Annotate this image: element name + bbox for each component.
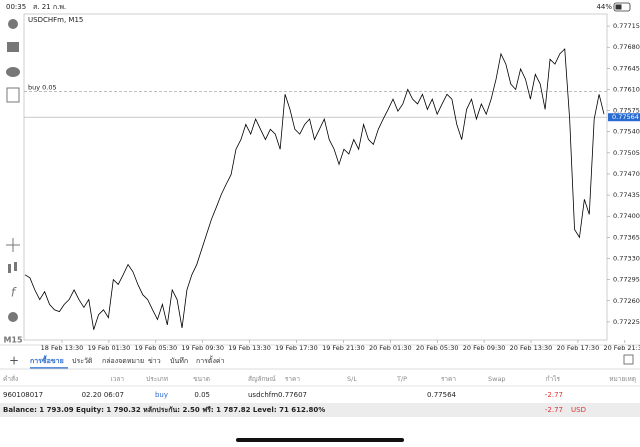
chat-icon[interactable] [6, 67, 20, 77]
y-tick-label: 0.77330 [613, 255, 640, 263]
x-tick-label: 20 Feb 21:30 [603, 344, 640, 352]
tab[interactable]: การตั้งค่า [196, 354, 225, 365]
table-header: กำไร [546, 375, 561, 383]
y-tick-label: 0.77505 [613, 149, 640, 157]
battery-level [615, 4, 622, 10]
chart-frame [23, 13, 608, 341]
trade-icon[interactable] [7, 42, 19, 52]
table-header: สัญลักษณ์ [248, 375, 276, 383]
y-tick-label: 0.77470 [613, 170, 640, 178]
x-tick-label: 19 Feb 05:30 [134, 344, 177, 352]
x-tick-label: 18 Feb 13:30 [41, 344, 84, 352]
table-header: ประเภท [146, 375, 168, 383]
new-order-icon[interactable] [6, 87, 20, 103]
objects-icon[interactable] [8, 312, 18, 322]
x-tick-label: 20 Feb 01:30 [369, 344, 412, 352]
y-tick-label: 0.77680 [613, 43, 640, 51]
x-tick-label: 19 Feb 01:30 [88, 344, 131, 352]
home-indicator [236, 438, 404, 442]
chart-title: USDCHFm, M15 [28, 16, 83, 24]
price-line [24, 48, 605, 330]
tab[interactable]: บันทึก [170, 356, 188, 365]
y-tick-label: 0.77435 [613, 191, 640, 199]
y-tick-label: 0.77260 [613, 297, 640, 305]
balance-text: Balance: 1 793.09 Equity: 1 790.32 หลักป… [3, 406, 325, 414]
status-date: ส. 21 ก.พ. [33, 3, 66, 11]
table-header: T/P [396, 375, 407, 383]
x-tick-label: 20 Feb 09:30 [463, 344, 506, 352]
order-label: buy 0.05 [28, 83, 57, 91]
table-cell: 0.05 [194, 391, 210, 399]
indicator-icon-2[interactable] [14, 262, 17, 271]
table-header: Swap [488, 375, 506, 383]
tab[interactable]: ประวัติ [72, 357, 93, 365]
tab[interactable]: กล่องจดหมาย [102, 357, 144, 365]
bid-label: 0.77564 [612, 113, 639, 121]
x-tick-label: 20 Feb 13:30 [510, 344, 553, 352]
x-tick-label: 19 Feb 09:30 [181, 344, 224, 352]
x-tick-label: 19 Feb 13:30 [228, 344, 271, 352]
table-cell: 0.77564 [427, 391, 456, 399]
crosshair-icon[interactable] [6, 238, 20, 252]
balance-bar [0, 403, 640, 417]
table-header: เวลา [110, 375, 124, 383]
y-tick-label: 0.77295 [613, 276, 640, 284]
table-header: ราคา [441, 375, 456, 383]
function-icon[interactable]: f [11, 286, 17, 300]
x-tick-label: 20 Feb 05:30 [416, 344, 459, 352]
left-toolbar: f [6, 19, 20, 322]
x-tick-label: 19 Feb 21:30 [322, 344, 365, 352]
tab[interactable]: ข่าว [148, 357, 161, 365]
layout-icon[interactable] [623, 354, 634, 365]
account-icon[interactable] [8, 19, 18, 29]
table-header: ขนาด [193, 375, 210, 383]
indicator-icon[interactable] [8, 264, 11, 273]
table-header: หมายเหตุ [609, 375, 636, 383]
table-header: คำสั่ง [3, 374, 18, 383]
status-time: 00:35 [6, 3, 26, 11]
table-cell: buy [155, 391, 168, 399]
tab[interactable]: การซื้อขาย [30, 354, 64, 365]
bid-label-bg [608, 113, 640, 122]
y-tick-label: 0.77610 [613, 85, 640, 93]
currency: USD [571, 406, 586, 414]
add-button[interactable]: + [9, 354, 19, 368]
y-tick-label: 0.77365 [613, 233, 640, 241]
y-tick-label: 0.77645 [613, 64, 640, 72]
y-tick-label: 0.77540 [613, 128, 640, 136]
y-tick-label: 0.77400 [613, 212, 640, 220]
x-tick-label: 20 Feb 17:30 [557, 344, 600, 352]
chart-layer: 0.777150.776800.776450.776100.775750.775… [24, 22, 640, 352]
y-tick-label: 0.77225 [613, 318, 640, 326]
y-tick-label: 0.77575 [613, 107, 640, 115]
battery-percent: 44% [596, 3, 612, 11]
table-cell: usdchfm [248, 391, 278, 399]
table-cell: -2.77 [545, 391, 563, 399]
table-cell: 02.20 06:07 [82, 391, 124, 399]
battery-icon [613, 2, 631, 12]
trade-table: คำสั่ง เวลา ประเภท ขนาด สัญลักษณ์ ราคา S/L T/P ร… [0, 374, 640, 399]
table-header: S/L [347, 375, 357, 383]
total-profit: -2.77 [545, 406, 563, 414]
x-tick-label: 19 Feb 17:30 [275, 344, 318, 352]
table-header: ราคา [285, 375, 300, 383]
tabs: การซื้อขาย ประวัติ กล่องจดหมาย ข่าว บันทึก กา… [30, 354, 225, 369]
table-cell: 960108017 [3, 391, 43, 399]
y-tick-label: 0.77715 [613, 22, 640, 30]
timeframe-button[interactable]: M15 [3, 336, 23, 345]
table-cell: 0.77607 [278, 391, 307, 399]
